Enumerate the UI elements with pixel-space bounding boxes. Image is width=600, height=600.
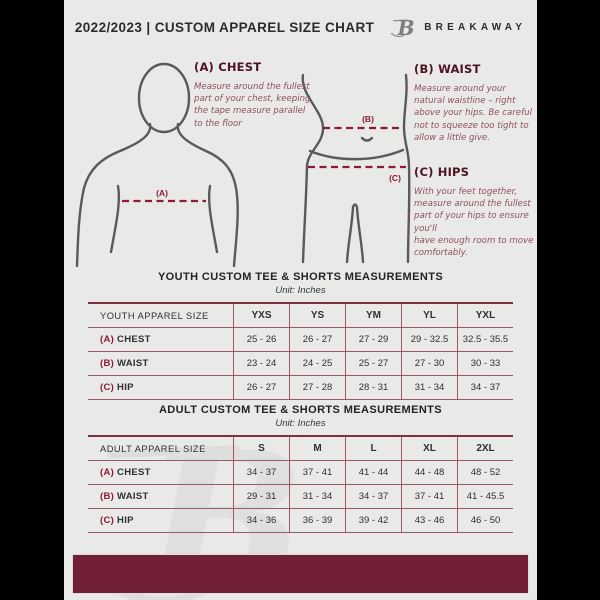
size-range-cell: 29 - 32.5	[401, 327, 458, 352]
measurement-row: (A) CHEST 34 - 37 37 - 41 41 - 44 44 - 48 48 …	[88, 460, 513, 485]
size-range-cell: 25 - 27	[345, 351, 402, 376]
size-range-cell: 25 - 26	[233, 327, 290, 352]
row-label-cell: (C) HIP	[88, 508, 234, 533]
measure-letter: (C)	[100, 382, 115, 393]
size-range-cell: 39 - 42	[345, 508, 402, 533]
hips-line-label: (C)	[389, 173, 401, 183]
measure-letter: (B)	[100, 358, 115, 369]
size-range-cell: 43 - 46	[401, 508, 458, 533]
size-range-cell: 27 - 30	[401, 351, 458, 376]
size-range-cell: 37 - 41	[401, 484, 458, 509]
footer-accent-bar	[72, 554, 529, 594]
youth-table-unit: Unit: Inches	[275, 285, 326, 296]
size-range-cell: 23 - 24	[233, 351, 290, 376]
measure-label: WAIST	[114, 358, 149, 369]
row-label-cell: (B) WAIST	[88, 484, 234, 509]
waist-line-label: (B)	[362, 114, 374, 124]
measurement-row: (B) WAIST 23 - 24 24 - 25 25 - 27 27 - 30 30 …	[88, 351, 513, 376]
size-column-header-cell: YM	[345, 302, 402, 328]
size-header-row: YOUTH APPAREL SIZE YXS YS YM YL YXL	[88, 302, 513, 328]
row-label-cell: (B) WAIST	[88, 351, 234, 376]
adult-size-table: ADULT APPAREL SIZE S M L XL 2XL (A) CHEST 34 - …	[88, 435, 513, 533]
size-range-cell: 32.5 - 35.5	[457, 327, 513, 352]
size-range-cell: 36 - 39	[289, 508, 346, 533]
measure-letter: (A)	[100, 334, 115, 345]
size-range-cell: 48 - 52	[457, 460, 513, 485]
size-range-cell: 44 - 48	[401, 460, 458, 485]
measure-letter: (B)	[100, 491, 115, 502]
size-range-cell: 30 - 33	[457, 351, 513, 376]
size-column-header-cell: YL	[401, 302, 458, 328]
size-column-header-cell: S	[233, 435, 290, 461]
size-chart-page: B 2022/2023 | CUSTOM APPAREL SIZE CHART …	[64, 0, 537, 600]
size-range-cell: 31 - 34	[289, 484, 346, 509]
size-range-cell: 29 - 31	[233, 484, 290, 509]
youth-table-title: YOUTH CUSTOM TEE & SHORTS MEASUREMENTS	[157, 271, 444, 283]
apparel-size-header-cell: YOUTH APPAREL SIZE	[88, 302, 234, 328]
size-header-row: ADULT APPAREL SIZE S M L XL 2XL	[88, 435, 513, 461]
row-label-cell: (C) HIP	[88, 375, 234, 400]
chest-body: Measure around the fullest part of your …	[194, 82, 311, 129]
adult-table-block: ADULT CUSTOM TEE & SHORTS MEASUREMENTS U…	[64, 404, 537, 533]
size-range-cell: 34 - 36	[233, 508, 290, 533]
adult-table-unit: Unit: Inches	[275, 418, 326, 429]
page-title: 2022/2023 | CUSTOM APPAREL SIZE CHART	[74, 20, 375, 35]
row-label-cell: (A) CHEST	[88, 327, 234, 352]
measurement-row: (B) WAIST 29 - 31 31 - 34 34 - 37 37 - 41 41 …	[88, 484, 513, 509]
size-column-header-cell: YXS	[233, 302, 290, 328]
size-range-cell: 26 - 27	[233, 375, 290, 400]
size-range-cell: 34 - 37	[345, 484, 402, 509]
hips-heading: (C) HIPS	[414, 165, 470, 179]
size-column-header-cell: M	[289, 435, 346, 461]
size-range-cell: 41 - 45.5	[457, 484, 513, 509]
size-range-cell: 28 - 31	[345, 375, 402, 400]
size-range-cell: 27 - 29	[345, 327, 402, 352]
breakaway-b-logo-icon: B	[391, 16, 415, 39]
measure-letter: (C)	[100, 515, 115, 526]
measure-label: CHEST	[114, 467, 151, 478]
measurement-row: (C) HIP 26 - 27 27 - 28 28 - 31 31 - 34 34 - …	[88, 375, 513, 400]
lower-body-figure: (B) (C)	[301, 73, 411, 264]
hips-instructions: (C) HIPS With your feet together, measur…	[414, 165, 536, 259]
waist-instructions: (B) WAIST Measure around your natural wa…	[414, 62, 536, 144]
size-column-header-cell: 2XL	[457, 435, 513, 461]
size-column-header-cell: L	[345, 435, 402, 461]
waist-body: Measure around your natural waistline – …	[414, 84, 532, 143]
brand: B BREAKAWAY	[390, 16, 526, 39]
waist-heading: (B) WAIST	[414, 62, 481, 76]
header: 2022/2023 | CUSTOM APPAREL SIZE CHART B …	[64, 16, 537, 39]
size-range-cell: 46 - 50	[457, 508, 513, 533]
measurement-row: (A) CHEST 25 - 26 26 - 27 27 - 29 29 - 32.5 3…	[88, 327, 513, 352]
adult-table-title: ADULT CUSTOM TEE & SHORTS MEASUREMENTS	[158, 404, 443, 416]
upper-body-figure: (A)	[75, 62, 239, 268]
measure-label: HIP	[114, 382, 134, 393]
size-range-cell: 27 - 28	[289, 375, 346, 400]
svg-text:B: B	[397, 16, 415, 39]
brand-name: BREAKAWAY	[424, 22, 527, 33]
size-column-header-cell: YS	[289, 302, 346, 328]
size-range-cell: 26 - 27	[289, 327, 346, 352]
hips-body: With your feet together, measure around …	[414, 187, 534, 259]
youth-size-table: YOUTH APPAREL SIZE YXS YS YM YL YXL (A) CHEST 2…	[88, 302, 513, 400]
measure-label: CHEST	[114, 334, 151, 345]
measure-letter: (A)	[100, 467, 115, 478]
chest-instructions: (A) CHEST Measure around the fullest par…	[194, 60, 312, 130]
apparel-size-header-cell: ADULT APPAREL SIZE	[88, 435, 234, 461]
size-range-cell: 41 - 44	[345, 460, 402, 485]
youth-table-block: YOUTH CUSTOM TEE & SHORTS MEASUREMENTS U…	[64, 271, 537, 400]
size-range-cell: 34 - 37	[457, 375, 513, 400]
size-range-cell: 34 - 37	[233, 460, 290, 485]
size-column-header-cell: XL	[401, 435, 458, 461]
measure-label: HIP	[114, 515, 134, 526]
size-range-cell: 31 - 34	[401, 375, 458, 400]
chest-line-label: (A)	[156, 188, 168, 198]
size-range-cell: 37 - 41	[289, 460, 346, 485]
row-label-cell: (A) CHEST	[88, 460, 234, 485]
size-range-cell: 24 - 25	[289, 351, 346, 376]
measurement-row: (C) HIP 34 - 36 36 - 39 39 - 42 43 - 46 46 - …	[88, 508, 513, 533]
measure-label: WAIST	[114, 491, 149, 502]
chest-heading: (A) CHEST	[194, 60, 262, 74]
size-column-header-cell: YXL	[457, 302, 513, 328]
